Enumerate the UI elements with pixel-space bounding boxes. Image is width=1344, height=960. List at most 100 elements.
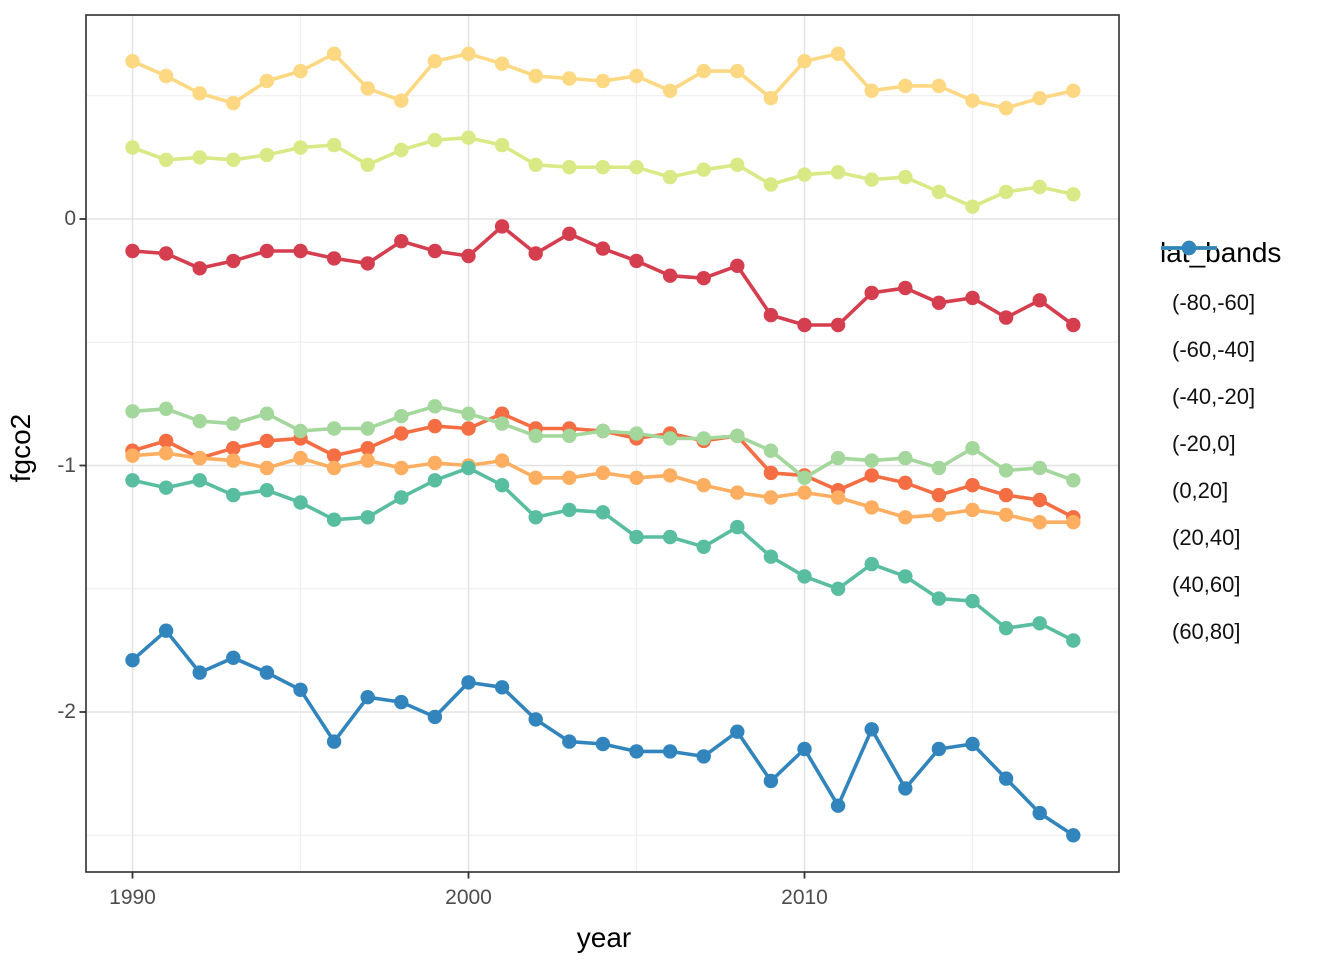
data-point	[998, 621, 1014, 636]
data-point	[595, 423, 611, 439]
data-point	[696, 162, 711, 177]
data-point	[730, 258, 745, 273]
data-point	[360, 421, 375, 436]
data-point	[1032, 293, 1047, 308]
data-point	[494, 478, 510, 493]
data-point	[629, 160, 644, 175]
data-point	[394, 426, 409, 441]
data-point	[427, 709, 443, 725]
data-point	[494, 137, 510, 153]
data-point	[1032, 805, 1047, 821]
data-point	[864, 556, 879, 572]
data-point	[259, 665, 275, 680]
data-point	[696, 478, 711, 493]
data-point	[394, 234, 409, 249]
data-point	[192, 665, 207, 680]
legend-label: (-60,-40]	[1172, 336, 1256, 362]
data-point	[931, 460, 947, 476]
data-point	[326, 46, 342, 61]
legend-entry: (-60,-40]	[1160, 240, 1281, 373]
legend-key-icon	[1161, 240, 1217, 256]
data-point	[461, 406, 476, 421]
data-point	[931, 295, 947, 310]
data-point	[864, 722, 879, 737]
data-point	[931, 78, 947, 94]
data-point	[830, 581, 846, 596]
legend-entry: (40,60]	[1160, 240, 1281, 608]
data-point	[662, 268, 678, 283]
data-point	[696, 271, 711, 286]
data-point	[427, 132, 443, 148]
data-point	[931, 591, 947, 606]
data-point	[360, 690, 375, 705]
data-point	[259, 483, 275, 498]
data-point	[965, 441, 980, 456]
data-point	[158, 152, 174, 167]
data-point	[998, 487, 1014, 503]
data-point	[226, 487, 241, 503]
data-point	[158, 446, 174, 461]
data-point	[931, 741, 947, 757]
data-point	[562, 160, 577, 175]
data-point	[595, 465, 611, 481]
data-point	[898, 280, 913, 296]
data-point	[293, 682, 308, 697]
data-point	[1032, 91, 1047, 106]
data-point	[797, 741, 812, 757]
data-point	[998, 184, 1014, 200]
data-point	[730, 724, 745, 739]
data-point	[226, 416, 241, 431]
data-point	[629, 744, 644, 759]
data-point	[595, 736, 611, 752]
data-point	[763, 465, 779, 481]
data-point	[830, 798, 846, 813]
data-point	[1032, 616, 1047, 631]
data-point	[528, 510, 543, 525]
data-point	[797, 317, 812, 333]
y-axis-title: fgco2	[5, 413, 36, 483]
data-point	[763, 773, 779, 789]
data-point	[360, 441, 375, 456]
data-point	[192, 473, 207, 488]
data-point	[662, 169, 678, 185]
data-point	[797, 485, 812, 500]
data-point	[763, 490, 779, 505]
data-point	[629, 253, 644, 269]
data-point	[226, 650, 241, 665]
data-point	[1066, 317, 1081, 333]
data-point	[763, 91, 779, 106]
data-point	[797, 167, 812, 182]
data-point	[595, 505, 611, 520]
data-point	[830, 317, 846, 333]
data-point	[494, 453, 510, 468]
data-point	[998, 100, 1014, 116]
data-point	[528, 428, 543, 444]
data-point	[562, 470, 577, 485]
data-point	[326, 512, 342, 527]
data-point	[326, 460, 342, 476]
data-point	[461, 675, 476, 690]
data-point	[158, 68, 174, 84]
x-tick-label-2000: 2000	[445, 886, 492, 909]
data-point	[226, 441, 241, 456]
data-point	[730, 485, 745, 500]
data-point	[965, 290, 980, 306]
data-point	[629, 470, 644, 485]
data-point	[427, 418, 443, 434]
data-point	[898, 781, 913, 796]
data-point	[562, 734, 577, 749]
data-point	[1032, 492, 1047, 508]
data-point	[998, 507, 1014, 522]
data-point	[931, 184, 947, 200]
data-point	[696, 749, 711, 764]
y-tick-label-0: 0	[64, 207, 76, 230]
data-point	[864, 453, 879, 468]
data-point	[1066, 515, 1081, 530]
data-point	[192, 450, 207, 466]
data-point	[192, 413, 207, 429]
data-point	[125, 473, 140, 488]
data-point	[965, 502, 980, 518]
legend-label: (60,80]	[1172, 618, 1241, 644]
data-point	[192, 261, 207, 276]
